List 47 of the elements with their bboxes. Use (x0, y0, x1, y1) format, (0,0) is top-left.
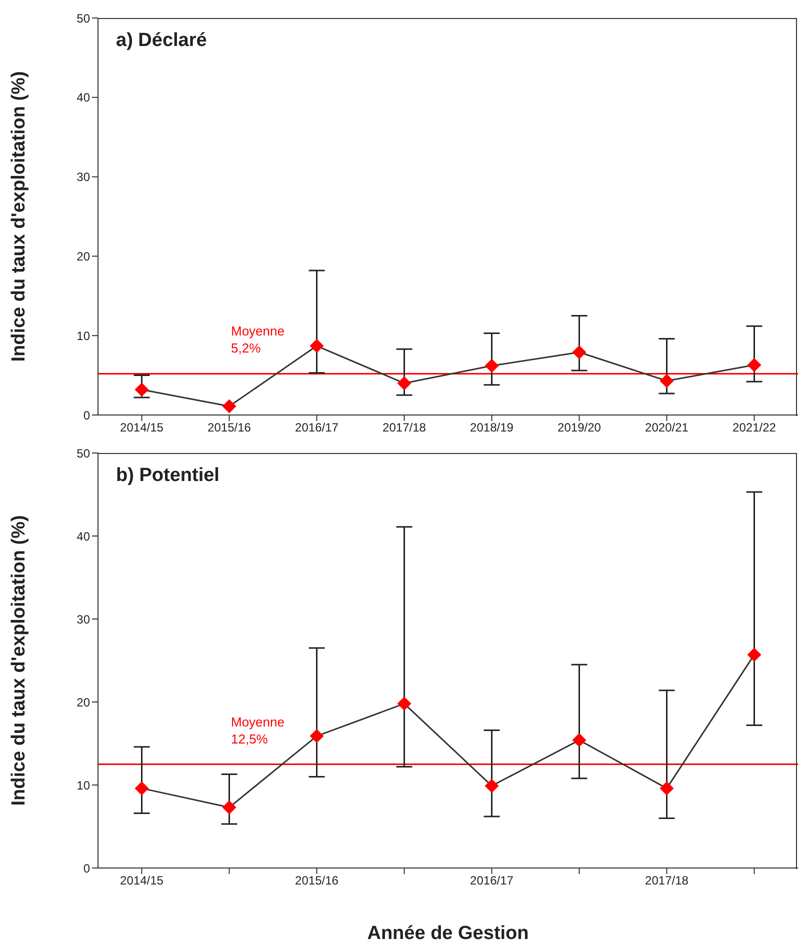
point (222, 800, 236, 814)
point (134, 781, 149, 796)
x-axis-title: Année de Gestion (367, 923, 529, 944)
point (397, 696, 412, 711)
y-tick-label: 30 (76, 170, 90, 184)
y-tick-label: 0 (83, 408, 90, 422)
x-tick-label: 2020/21 (645, 420, 689, 435)
x-tick-label: 2014/15 (120, 874, 164, 888)
x-tick-label: 2015/16 (208, 420, 252, 435)
y-tick-label: 30 (76, 612, 90, 626)
y-tick-label: 20 (76, 695, 90, 710)
ref-line-label: Moyenne 5,2% (231, 324, 284, 356)
x-tick-label: 2018/19 (470, 420, 514, 435)
point (747, 358, 762, 372)
y-tick-label: 10 (76, 778, 90, 792)
x-tick-label: 2017/18 (645, 874, 689, 888)
x-tick-label: 2016/17 (295, 420, 339, 435)
ref-line-label: Moyenne 12,5% (231, 714, 284, 746)
text: a) Déclaré (116, 30, 207, 52)
x-tick-label: 2016/17 (470, 874, 514, 888)
point (134, 382, 149, 397)
point (660, 781, 674, 796)
point (222, 399, 236, 414)
x-tick-label: 2014/15 (120, 420, 164, 435)
y-axis-title: Indice du taux d'exploitation (%) (8, 71, 30, 362)
text: b) Potentiel (116, 465, 220, 487)
y-tick-label: 40 (76, 529, 90, 544)
x-tick-label: 2015/16 (295, 874, 339, 888)
y-tick-label: 10 (76, 328, 90, 343)
point (484, 778, 499, 793)
y-axis-title: Indice du taux d'exploitation (%) (8, 515, 30, 806)
point (397, 376, 412, 390)
point (310, 729, 324, 744)
y-tick-label: 0 (83, 861, 90, 876)
y-tick-label: 20 (76, 249, 90, 264)
point (660, 374, 674, 388)
x-tick-label: 2017/18 (382, 420, 426, 435)
point (310, 338, 324, 353)
point (747, 648, 762, 662)
x-tick-label: 2019/20 (558, 420, 602, 435)
point (484, 358, 499, 373)
x-tick-label: 2021/22 (732, 420, 776, 435)
y-tick-label: 50 (76, 11, 90, 26)
point (572, 345, 586, 360)
y-tick-label: 50 (76, 446, 90, 460)
y-tick-label: 40 (76, 90, 90, 105)
point (572, 733, 586, 748)
